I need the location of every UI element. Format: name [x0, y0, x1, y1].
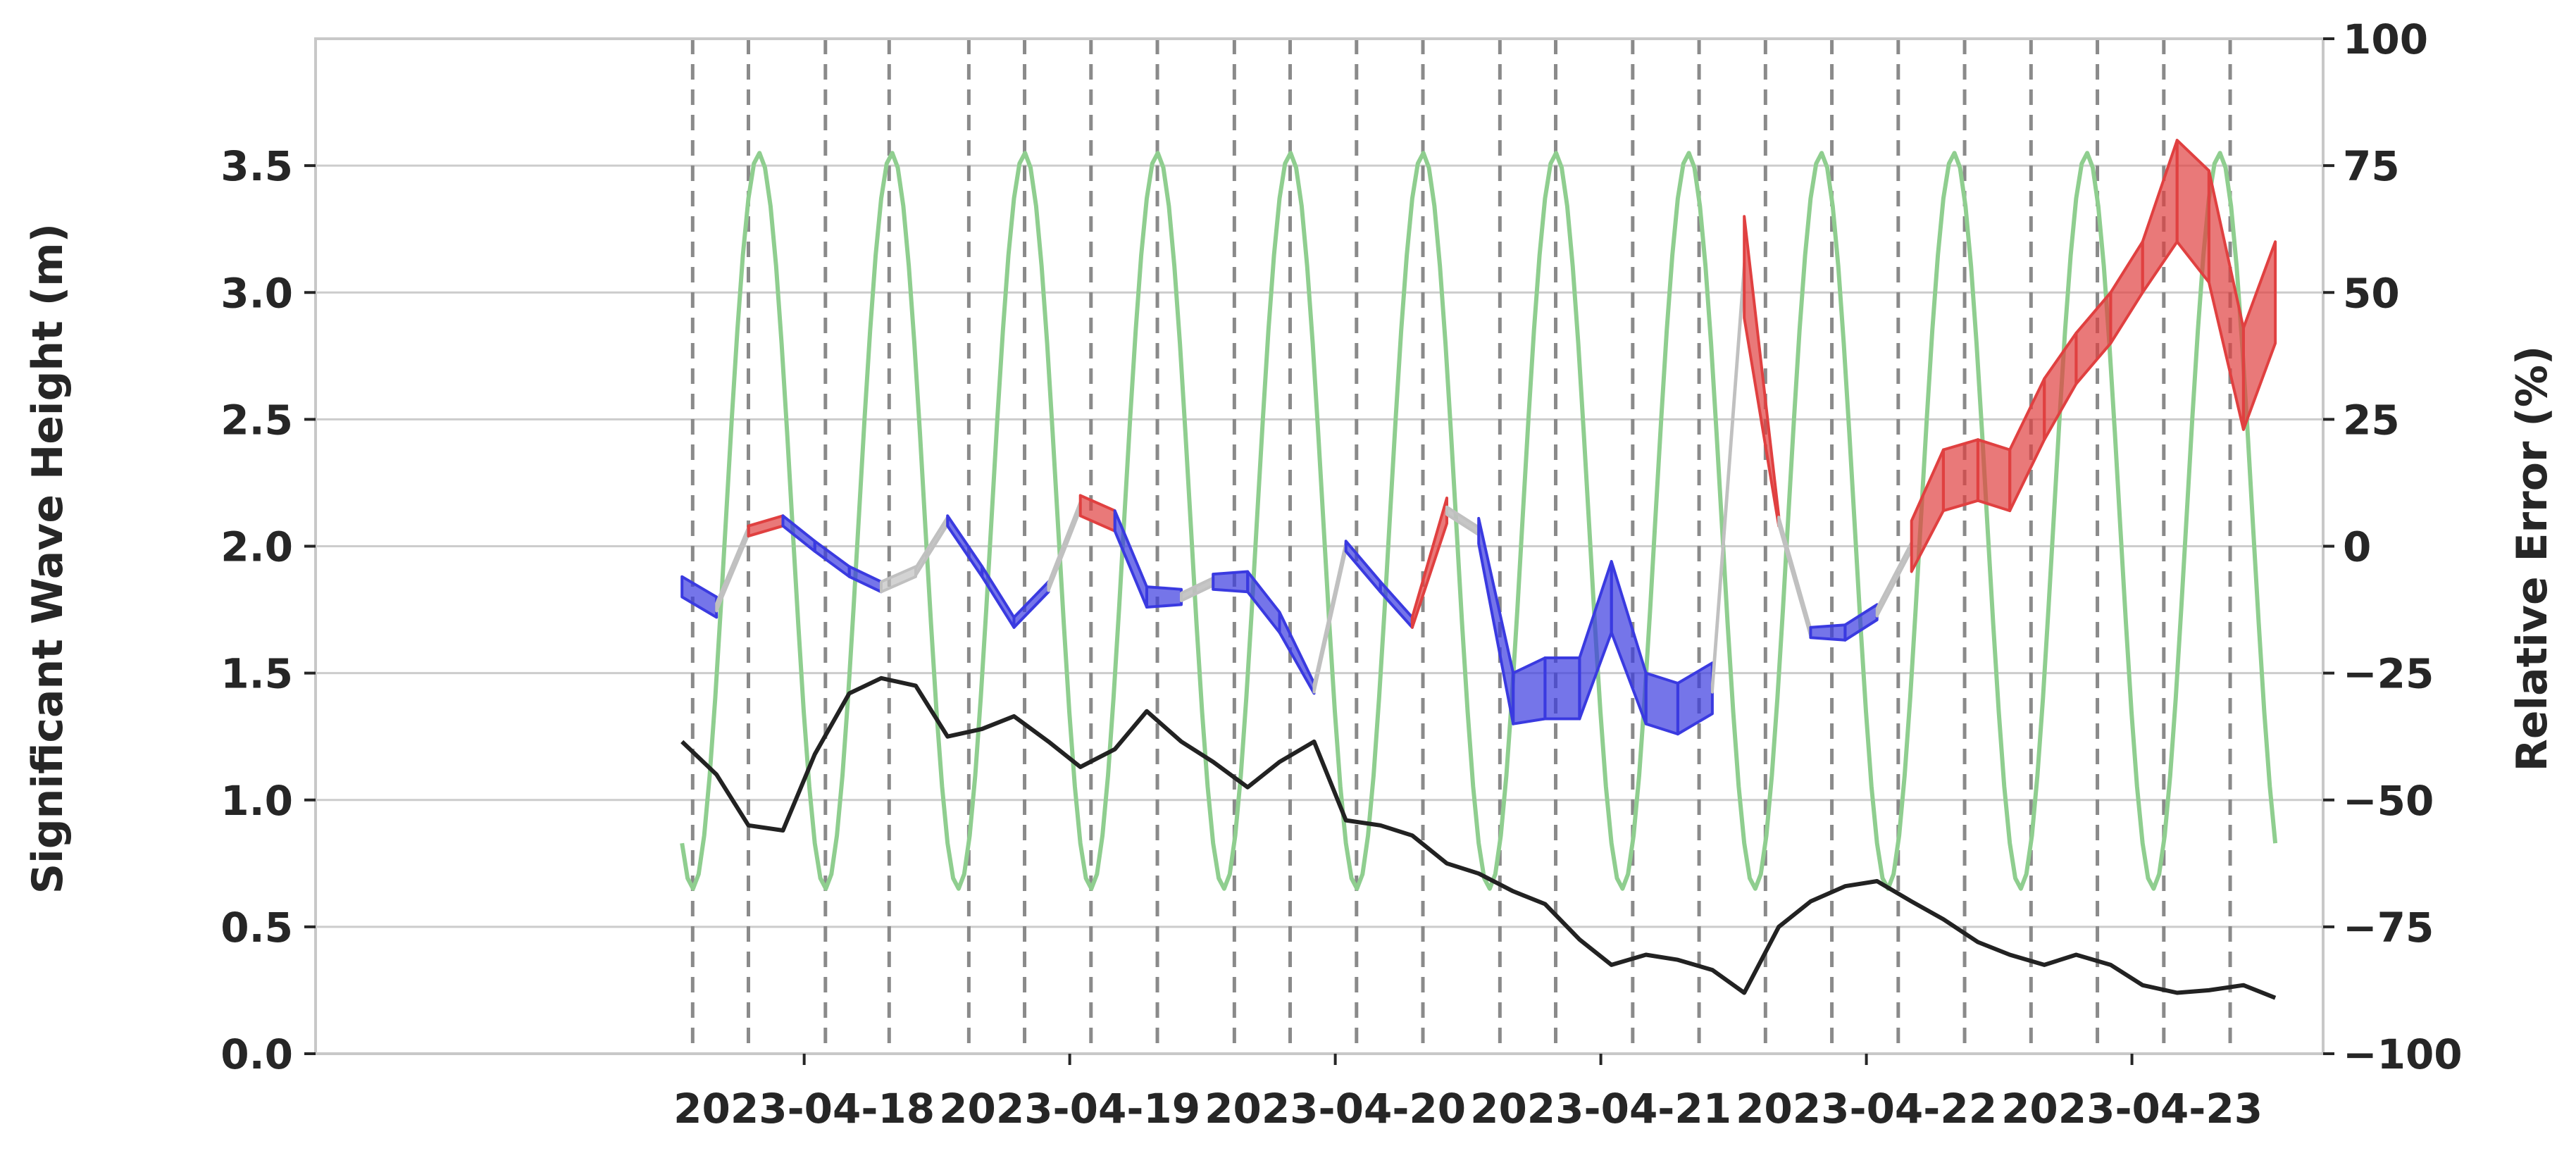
y2-tick-label: −100	[2343, 1030, 2463, 1078]
x-tick-label: 2023-04-19	[939, 1085, 1200, 1133]
y2-tick-label: −75	[2343, 904, 2434, 952]
y2-tick-label: −50	[2343, 777, 2434, 825]
x-axis-ticks: 2023-04-18 2023-04-19 2023-04-20 2023-04-21…	[673, 1054, 2263, 1133]
error-band-segment	[1145, 585, 1183, 609]
y2-tick-label: 25	[2343, 396, 2400, 444]
y-tick-label: 0.0	[220, 1030, 293, 1078]
error-band-segment	[1976, 438, 2012, 513]
y2-tick-label: 50	[2343, 269, 2400, 317]
y2-tick-label: 0	[2343, 523, 2371, 571]
y-tick-label: 3.5	[220, 142, 293, 190]
error-band-segment	[2241, 240, 2277, 431]
y2-axis-title: Relative Error (%)	[2508, 346, 2557, 772]
y-tick-label: 1.0	[220, 777, 293, 825]
x-tick-label: 2023-04-18	[673, 1085, 935, 1133]
y-tick-label: 2.0	[220, 523, 293, 571]
y-tick-label: 1.5	[220, 650, 293, 698]
y-tick-label: 0.5	[220, 904, 293, 952]
error-band-segment	[1809, 623, 1847, 642]
x-tick-label: 2023-04-23	[2001, 1085, 2263, 1133]
x-tick-label: 2023-04-22	[1736, 1085, 1997, 1133]
error-band-segment	[1212, 570, 1250, 594]
y-tick-label: 2.5	[220, 396, 293, 444]
x-tick-label: 2023-04-20	[1205, 1085, 1466, 1133]
y2-axis-ticks: −100 −75 −50 −25 0 25 50 75 100	[2323, 15, 2463, 1078]
x-tick-label: 2023-04-21	[1470, 1085, 1731, 1133]
error-band-segment	[1941, 438, 1979, 513]
tide-line	[680, 151, 2278, 891]
y-axis-ticks: 0.0 0.5 1.0 1.5 2.0 2.5 3.0 3.5	[220, 142, 316, 1078]
error-band-segment	[680, 575, 718, 619]
y2-tick-label: −25	[2343, 650, 2434, 698]
y2-tick-label: 100	[2343, 15, 2428, 63]
error-band-segment	[1843, 603, 1879, 642]
wave-height-series	[680, 675, 2277, 1000]
error-band-segment	[1644, 671, 1679, 736]
tide-series	[680, 151, 2278, 891]
error-band-segment	[1410, 497, 1448, 629]
y-axis-title: Significant Wave Height (m)	[23, 223, 73, 894]
y2-tick-label: 75	[2343, 142, 2400, 190]
error-band-segment	[1676, 661, 1714, 736]
y-tick-label: 3.0	[220, 269, 293, 317]
relative-error-bands	[680, 139, 2277, 736]
error-band-segment	[1543, 656, 1581, 721]
